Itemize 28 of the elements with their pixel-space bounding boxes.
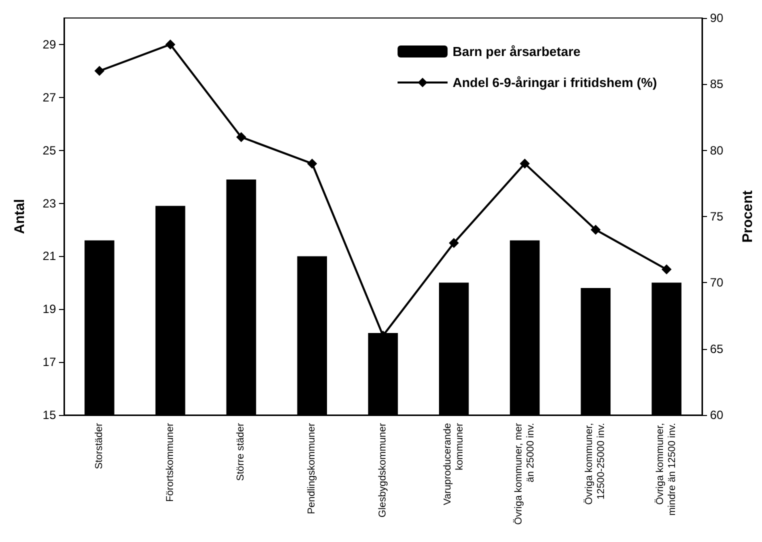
y-tick-label: 19 [42, 302, 56, 316]
y2-tick-label: 70 [710, 276, 724, 290]
x-tick-label: Pendlingskommuner [306, 422, 318, 514]
x-tick-label: Övriga kommuner, 12500-25000 inv. [583, 423, 608, 505]
y-tick-label: 17 [42, 355, 56, 370]
y-tick-label: 15 [42, 408, 56, 422]
legend-label: Andel 6-9-åringar i fritidshem (%) [452, 75, 657, 90]
y2-tick-label: 75 [710, 210, 724, 224]
y2-tick-label: 65 [710, 342, 724, 356]
y-tick-label: 23 [42, 196, 56, 210]
y-tick-label: 21 [42, 249, 56, 264]
legend-label: Barn per årsarbetare [452, 44, 580, 59]
y-axis-title: Antal [11, 199, 27, 234]
y-tick-label: 25 [42, 143, 56, 158]
y2-tick-label: 90 [710, 11, 724, 25]
x-tick-label: Övriga kommuner, mer än 25000 inv. [512, 422, 536, 525]
x-tick-label: Glesbygdskommuner [378, 422, 388, 518]
y-tick-label: 27 [42, 90, 56, 104]
y2-tick-label: 85 [710, 77, 724, 92]
x-tick-label: Förortskommuner [164, 422, 176, 502]
y-tick-label: 29 [42, 37, 56, 52]
x-tick-label: Övriga kommuner, mindre än 12500 inv. [654, 423, 678, 516]
y2-tick-label: 80 [710, 143, 724, 158]
x-tick-label: Storstäder [94, 422, 105, 470]
x-tick-label: Varuproducerande kommuner [442, 422, 466, 506]
y2-axis-title: Procent [739, 190, 755, 243]
x-tick-label: Större städer [236, 422, 247, 481]
y2-tick-label: 60 [710, 408, 724, 422]
